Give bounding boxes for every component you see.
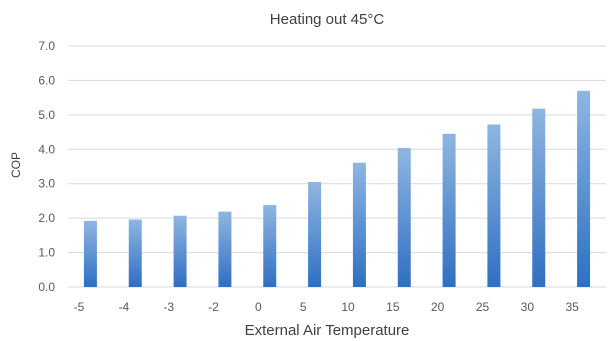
x-tick-label: 30	[521, 300, 535, 314]
y-tick-label: 2.0	[38, 211, 55, 225]
gridlines	[68, 45, 606, 288]
x-tick-label: 25	[476, 300, 490, 314]
bar	[83, 220, 97, 287]
bar	[308, 181, 322, 287]
y-tick-label: 3.0	[38, 177, 55, 191]
y-tick-label: 0.0	[38, 280, 55, 294]
x-tick-label: 15	[386, 300, 400, 314]
bar	[352, 162, 366, 287]
x-axis-label: External Air Temperature	[245, 322, 410, 339]
x-tick-label: 20	[431, 300, 445, 314]
x-tick-label: 5	[300, 300, 307, 314]
x-tick-label: -5	[74, 300, 85, 314]
bar	[532, 108, 546, 287]
y-tick-label: 1.0	[38, 246, 55, 260]
y-axis-ticks: 0.0 1.0 2.0 3.0 4.0 5.0 6.0 7.0	[38, 39, 55, 294]
x-tick-label: -4	[118, 300, 129, 314]
chart-title: Heating out 45°C	[270, 11, 385, 28]
bar	[442, 133, 456, 287]
bar	[218, 211, 232, 287]
bar	[577, 90, 591, 287]
bar	[487, 124, 501, 287]
x-tick-label: 0	[255, 300, 262, 314]
bars	[83, 90, 591, 287]
x-tick-label: 10	[341, 300, 355, 314]
x-tick-label: -3	[163, 300, 174, 314]
bar	[397, 147, 411, 287]
y-tick-label: 4.0	[38, 142, 55, 156]
bar	[128, 219, 142, 287]
y-tick-label: 7.0	[38, 39, 55, 53]
x-tick-label: 35	[565, 300, 579, 314]
y-axis-label: COP	[9, 152, 23, 178]
bar	[263, 205, 277, 287]
x-tick-label: -2	[208, 300, 219, 314]
bar	[173, 215, 187, 287]
y-tick-label: 6.0	[38, 73, 55, 87]
y-tick-label: 5.0	[38, 108, 55, 122]
x-axis-ticks: -5 -4 -3 -2 0 5 10 15 20 25 30 35	[74, 300, 579, 314]
